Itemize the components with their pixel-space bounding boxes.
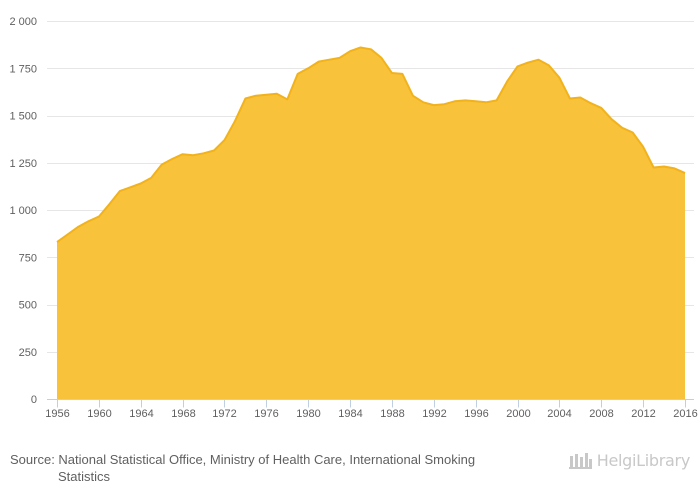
y-tick-label: 750 bbox=[19, 252, 37, 264]
chart-footer: Source: National Statistical Office, Min… bbox=[0, 448, 700, 500]
x-tick-label: 1972 bbox=[212, 408, 236, 420]
x-tick-label: 1992 bbox=[422, 408, 446, 420]
x-tick-label: 1976 bbox=[254, 408, 278, 420]
x-tick-label: 1968 bbox=[171, 408, 195, 420]
y-tick-label: 1 750 bbox=[9, 63, 37, 75]
logo-text: HelgiLibrary bbox=[596, 450, 691, 470]
y-tick-label: 2 000 bbox=[9, 16, 37, 28]
x-tick-label: 2000 bbox=[506, 408, 530, 420]
x-tick-labels: 1956 1960 1964 1968 1972 1976 1980 1984 1988 1992… bbox=[45, 408, 697, 420]
area-line[interactable] bbox=[56, 46, 686, 243]
source-note: Source: National Statistical Office, Min… bbox=[10, 451, 550, 485]
y-tick-label: 250 bbox=[19, 347, 37, 359]
area-chart: 0 250 500 750 1 000 1 250 1 500 1 750 2 000 1956… bbox=[9, 16, 697, 420]
source-line-1: Source: National Statistical Office, Min… bbox=[10, 452, 476, 467]
x-tick-label: 1988 bbox=[380, 408, 404, 420]
y-tick-label: 1 250 bbox=[9, 158, 37, 170]
source-line-2: Statistics bbox=[58, 469, 111, 484]
x-tick-label: 2016 bbox=[673, 408, 697, 420]
chart-svg: 0 250 500 750 1 000 1 250 1 500 1 750 2 000 1956… bbox=[9, 16, 697, 420]
y-tick-label: 500 bbox=[19, 300, 37, 312]
x-tick-label: 2004 bbox=[547, 408, 571, 420]
area-layer bbox=[56, 46, 686, 399]
x-tick-label: 1980 bbox=[296, 408, 320, 420]
x-tick-label: 1960 bbox=[87, 408, 111, 420]
x-tick-label: 1984 bbox=[338, 408, 362, 420]
y-tick-label: 1 000 bbox=[9, 205, 37, 217]
x-tick-label: 2008 bbox=[589, 408, 613, 420]
library-building-icon bbox=[568, 453, 592, 469]
x-tick-label: 2012 bbox=[631, 408, 655, 420]
axis-layer bbox=[47, 399, 694, 408]
helgi-library-logo[interactable]: HelgiLibrary bbox=[568, 449, 690, 471]
x-tick-label: 1956 bbox=[45, 408, 69, 420]
area-fill bbox=[57, 47, 685, 399]
y-tick-label: 0 bbox=[31, 394, 37, 406]
y-tick-labels: 0 250 500 750 1 000 1 250 1 500 1 750 2 000 bbox=[9, 16, 37, 406]
x-tick-label: 1996 bbox=[464, 408, 488, 420]
x-tick-label: 1964 bbox=[129, 408, 153, 420]
y-tick-label: 1 500 bbox=[9, 111, 37, 123]
